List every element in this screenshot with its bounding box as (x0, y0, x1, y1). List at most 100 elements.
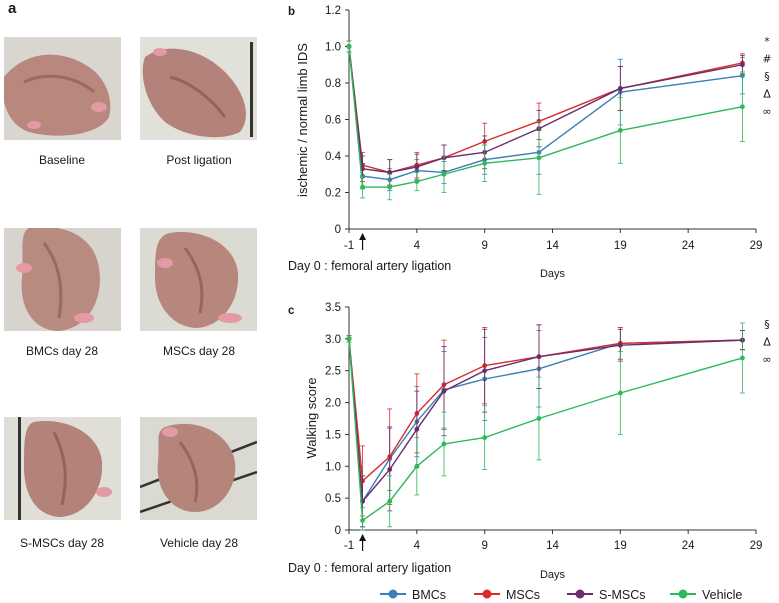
x-tick-label: 14 (546, 540, 559, 552)
data-point (441, 441, 447, 447)
caption-post-ligation: Post ligation (166, 153, 232, 167)
y-tick-label: 0.2 (325, 188, 341, 200)
y-tick-label: 1.0 (325, 461, 341, 473)
series-vehicle (346, 40, 745, 201)
legend-marker (482, 589, 492, 599)
data-point (387, 467, 393, 472)
data-point (617, 390, 623, 396)
legend-label: BMCs (412, 588, 446, 602)
x-tick-label: 19 (614, 240, 627, 252)
legend-marker (575, 589, 585, 599)
data-point (617, 128, 623, 133)
y-axis-title: Walking score (304, 377, 319, 458)
ligation-arrow-head (359, 534, 367, 541)
x-tick-label: 9 (481, 240, 487, 252)
x-tick-label: 29 (750, 240, 763, 252)
series-mscs (346, 324, 745, 517)
data-point (740, 355, 745, 361)
data-point (482, 368, 488, 374)
series-s-mscs (346, 324, 745, 528)
photo-bmcs-day28 (4, 228, 121, 331)
y-tick-label: 0.4 (325, 151, 342, 163)
data-point (414, 179, 420, 184)
x-tick-label: -1 (344, 540, 354, 552)
ligation-annotation: Day 0 : femoral artery ligation (288, 561, 451, 575)
significance-marker: Δ (763, 88, 771, 101)
y-tick-label: 0.8 (325, 78, 341, 90)
x-tick-label: 24 (682, 240, 695, 252)
legend-label: MSCs (506, 588, 540, 602)
x-tick-label: 19 (614, 540, 627, 552)
y-tick-label: 0.5 (325, 493, 341, 505)
data-point (482, 435, 488, 441)
x-tick-label: 4 (414, 240, 421, 252)
y-axis-title: ischemic / normal limb IDS (295, 43, 310, 197)
significance-marker: § (764, 70, 770, 83)
photo-post-ligation (140, 37, 257, 140)
chart-panel-b: b 0 0.2 0.4 0.6 0.8 1.0 1.2 -1 4 9 14 19 24 29 ischemic… (288, 5, 772, 280)
photo-mscs-day28 (140, 228, 257, 331)
significance-marker: ∞ (762, 105, 771, 118)
data-point (387, 498, 393, 504)
data-point (346, 336, 352, 342)
data-point (740, 62, 745, 68)
data-point (346, 44, 352, 49)
y-tick-label: 3.5 (325, 302, 341, 314)
photo-vehicle-day28 (140, 417, 257, 520)
series-mscs (346, 40, 745, 186)
x-tick-label: 14 (546, 240, 559, 252)
data-point (360, 184, 365, 190)
y-tick-label: 0 (335, 525, 341, 537)
photo-baseline (4, 37, 121, 140)
data-point (536, 354, 542, 360)
x-tick-label: 24 (682, 540, 695, 552)
panel-a-label: a (8, 0, 17, 17)
data-point (387, 170, 393, 175)
x-axis-title: Days (540, 268, 566, 280)
y-tick-label: 3.0 (325, 334, 341, 346)
data-point (482, 160, 488, 166)
legend-marker (388, 589, 398, 599)
legend-marker (678, 589, 688, 599)
x-tick-label: 4 (414, 540, 421, 552)
series-line (348, 46, 743, 181)
legend-label: Vehicle (702, 588, 742, 602)
caption-vehicle-day28: Vehicle day 28 (159, 536, 239, 550)
ligation-annotation: Day 0 : femoral artery ligation (288, 259, 451, 273)
series-line (348, 46, 743, 174)
series-bmcs (346, 326, 745, 528)
data-point (617, 86, 623, 91)
data-point (414, 426, 420, 432)
x-tick-label: 29 (750, 540, 763, 552)
data-point (414, 164, 420, 170)
series-line (348, 46, 743, 174)
y-tick-label: 1.2 (325, 5, 341, 17)
data-point (536, 155, 542, 161)
data-point (536, 416, 542, 421)
data-point (387, 184, 393, 190)
chart-panel-c: c 0 0.5 1.0 1.5 2.0 2.5 3.0 3.5 -1 4 9 14 19 24 29 Walki… (288, 302, 772, 581)
significance-marker: ∞ (762, 353, 771, 366)
x-tick-label: -1 (344, 240, 354, 252)
photo-s-mscs-day28 (4, 417, 121, 520)
data-point (740, 104, 745, 110)
y-tick-label: 0 (335, 224, 341, 236)
caption-mscs-day28: MSCs day 28 (162, 344, 236, 358)
data-point (441, 388, 447, 394)
caption-baseline: Baseline (38, 153, 86, 167)
caption-bmcs-day28: BMCs day 28 (25, 344, 99, 358)
series-line (348, 338, 743, 483)
legend: BMCs MSCs S-MSCs Vehicle (380, 588, 742, 602)
y-tick-label: 0.6 (325, 115, 341, 127)
data-point (360, 518, 365, 523)
caption-s-mscs-day28: S-MSCs day 28 (19, 536, 105, 550)
x-axis-title: Days (540, 569, 566, 581)
y-tick-label: 2.0 (325, 398, 341, 410)
data-point (414, 463, 420, 469)
significance-marker: Δ (763, 336, 771, 349)
series-s-mscs (346, 40, 745, 186)
series-vehicle (346, 322, 745, 531)
significance-marker: § (764, 318, 770, 331)
y-tick-label: 2.5 (325, 366, 341, 378)
data-point (617, 342, 623, 348)
